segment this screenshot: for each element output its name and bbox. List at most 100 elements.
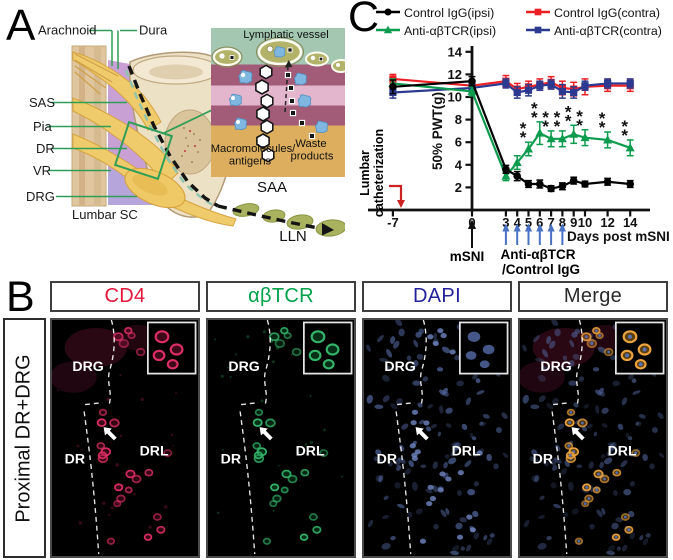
micrograph-image-abtcr: DRG DR DRL [208, 319, 354, 556]
svg-text:*: * [520, 119, 527, 138]
svg-text:*: * [565, 111, 572, 130]
dura-dashed-line [127, 65, 219, 208]
svg-text:mSNI: mSNI [450, 249, 485, 264]
svg-text:*: * [542, 108, 549, 127]
t-cell-blobs [96, 326, 173, 545]
svg-text:*: * [542, 117, 549, 136]
svg-text:*: * [621, 117, 628, 136]
svg-text:4: 4 [455, 157, 463, 172]
svg-text:14: 14 [623, 215, 638, 230]
svg-text:DRG: DRG [540, 359, 571, 375]
magnified-region-box [113, 120, 174, 181]
svg-text:-7: -7 [387, 215, 399, 230]
label-sas: SAS [29, 95, 55, 110]
svg-text:catheterization: catheterization [372, 129, 386, 217]
y-axis-label: 50% PWT(g) [430, 92, 445, 170]
channel-header-merge: Merge [518, 281, 668, 312]
label-lln: LLN [279, 228, 307, 245]
svg-text:10: 10 [448, 90, 462, 105]
legend-item-anti-contra: Anti-αβTCR(contra) [525, 22, 662, 40]
channel-title: CD4 [104, 285, 146, 307]
label-dr: DR [36, 141, 55, 156]
svg-text:9: 9 [570, 215, 577, 230]
region-boundaries [551, 319, 583, 555]
svg-text:12: 12 [600, 215, 614, 230]
channel-title: Merge [563, 285, 623, 307]
magnified-inset [146, 321, 197, 375]
svg-text:*: * [531, 108, 538, 127]
region-boundaries [395, 319, 427, 555]
lln-chain: LLN [217, 203, 345, 245]
svg-text:DR: DR [221, 452, 241, 468]
magnified-inset [614, 321, 665, 375]
micrograph-dapi: DRG DR DRL [362, 318, 512, 558]
svg-text:*: * [565, 102, 572, 121]
channel-header-dapi: DAPI [362, 281, 512, 312]
t-cell-blobs [564, 326, 641, 545]
panel-c: C Control IgG(ipsi) Control IgG(contra) … [345, 0, 673, 278]
legend-label: Control IgG(ipsi) [404, 6, 495, 20]
legend-label: Control IgG(contra) [554, 6, 661, 20]
svg-text:Lumbar: Lumbar [358, 150, 372, 196]
panel-b: B Proximal DR+DRG CD4 αβTCR DAPI Merge D… [0, 273, 673, 560]
caption-lumbar-sc: Lumbar SC [72, 207, 138, 222]
svg-text:DRL: DRL [608, 444, 637, 460]
micrograph-merge: DRG DR DRL [518, 318, 668, 558]
svg-text:8: 8 [559, 215, 566, 230]
waste-label-2: products [291, 151, 334, 163]
panel-b-letter: B [6, 273, 35, 321]
svg-text:4: 4 [514, 215, 522, 230]
micrograph-image-cd4: DRG DR DRL [50, 319, 198, 556]
svg-text:Anti-αβTCR: Anti-αβTCR [500, 247, 575, 262]
arachnoid-dashed-line [124, 69, 217, 209]
micrograph-cd4: DRG DR DRL [50, 318, 200, 558]
svg-text:6: 6 [536, 215, 543, 230]
catheterization-arrow [389, 184, 403, 201]
region-labels: DRG DR DRL [377, 359, 481, 468]
pointer-arrow [415, 427, 429, 441]
significance-marks: **** ** **** ** ** ** [520, 99, 629, 147]
svg-text:DRL: DRL [296, 444, 325, 460]
specks [56, 339, 177, 529]
svg-text:12: 12 [448, 67, 462, 82]
legend-marker [375, 6, 401, 21]
svg-text:*: * [576, 116, 583, 135]
panel-a-letter: A [6, 1, 36, 50]
pointer-arrow [259, 427, 273, 441]
nuclei [522, 318, 665, 556]
chart-annotations: Lumbar catheterization mSNI Anti-αβTCR/Cont… [358, 129, 580, 277]
panel-c-letter: C [348, 0, 380, 41]
label-lines [47, 29, 137, 198]
series-Anti-αβTCR(ipsi) [388, 78, 635, 182]
svg-text:DR: DR [377, 452, 397, 468]
svg-text:DRL: DRL [452, 444, 481, 460]
svg-text:/Control IgG: /Control IgG [502, 262, 580, 277]
channel-title: DAPI [413, 285, 461, 307]
label-pia: Pia [33, 119, 53, 134]
legend-label: Anti-αβTCR(ipsi) [404, 24, 497, 38]
magnified-inset [302, 321, 353, 375]
legend-item-anti-ipsi: Anti-αβTCR(ipsi) [375, 22, 523, 40]
svg-text:3: 3 [502, 215, 509, 230]
panel-a: A [6, 1, 345, 245]
svg-text:14: 14 [448, 44, 463, 59]
legend-marker [525, 6, 551, 21]
svg-text:DRG: DRG [228, 359, 259, 375]
lymphatic-vessels [211, 37, 345, 73]
label-drg: DRG [26, 189, 55, 204]
inset-caption-saa: SAA [257, 179, 287, 196]
chart-legend: Control IgG(ipsi) Control IgG(contra) An… [375, 4, 662, 40]
channel-header-abtcr: αβTCR [206, 281, 356, 312]
waste-label-1: Waste [295, 138, 326, 150]
legend-marker [525, 24, 551, 39]
region-boundaries [83, 319, 115, 555]
region-labels: DRG DR DRL [221, 359, 325, 468]
micrograph-image-dapi: DRG DR DRL [364, 318, 510, 556]
spinal-cord-illustration [71, 45, 238, 227]
t-cell-blobs [252, 326, 329, 545]
row-label-proximal-dr-drg: Proximal DR+DRG [3, 318, 46, 558]
micrograph-abtcr: DRG DR DRL [206, 318, 356, 558]
legend-marker [375, 24, 401, 39]
